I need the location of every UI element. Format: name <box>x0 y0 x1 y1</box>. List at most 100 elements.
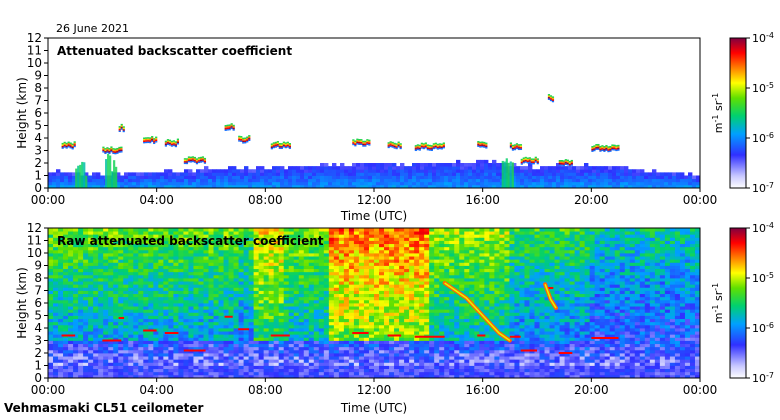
heatmap-cell <box>108 346 114 351</box>
heatmap-cell <box>248 231 255 235</box>
heatmap-cell <box>608 178 613 183</box>
heatmap-cell <box>374 249 380 254</box>
heatmap-cell <box>143 243 149 248</box>
heatmap-cell <box>203 228 209 232</box>
heatmap-cell <box>253 262 260 266</box>
heatmap-cell <box>232 169 237 173</box>
heatmap-cell <box>118 299 124 304</box>
cloud-cell <box>153 138 156 140</box>
heatmap-cell <box>188 371 194 376</box>
heatmap-cell <box>424 172 429 176</box>
heatmap-cell <box>253 271 260 276</box>
heatmap-cell <box>338 324 345 329</box>
heatmap-cell <box>218 253 224 257</box>
heatmap-cell <box>540 166 545 170</box>
heatmap-cell <box>313 249 320 254</box>
heatmap-cell <box>203 349 209 354</box>
heatmap-cell <box>568 184 573 189</box>
heatmap-cell <box>278 228 285 232</box>
heatmap-cell <box>83 271 89 276</box>
heatmap-cell <box>148 359 154 363</box>
heatmap-cell <box>63 359 69 363</box>
heatmap-cell <box>88 365 94 370</box>
heatmap-cell <box>338 259 345 263</box>
heatmap-cell <box>308 324 315 329</box>
cloud-cell <box>362 140 365 143</box>
heatmap-cell <box>108 359 114 363</box>
heatmap-cell <box>88 303 94 307</box>
heatmap-cell <box>233 296 239 301</box>
cloud-cell <box>274 143 277 145</box>
heatmap-cell <box>193 271 199 276</box>
heatmap-cell <box>356 184 361 189</box>
cloud-cell <box>145 141 148 144</box>
heatmap-cell <box>223 243 229 248</box>
heatmap-cell <box>58 371 64 376</box>
cloud-cell <box>108 149 111 152</box>
heatmap-cell <box>58 249 64 254</box>
heatmap-cell <box>123 346 129 351</box>
heatmap-cell <box>118 246 124 251</box>
heatmap-cell <box>696 178 701 183</box>
heatmap-cell <box>58 274 64 279</box>
heatmap-cell <box>328 178 333 183</box>
heatmap-cell <box>208 324 214 329</box>
heatmap-cell <box>668 175 673 180</box>
heatmap-cell <box>178 312 184 316</box>
heatmap-cell <box>253 299 260 304</box>
heatmap-cell <box>133 374 139 379</box>
x-tick-label: 00:00 <box>683 193 718 207</box>
heatmap-cell <box>58 309 64 313</box>
heatmap-cell <box>278 371 285 376</box>
heatmap-cell <box>348 324 355 329</box>
cloud-cell <box>424 146 427 149</box>
heatmap-cell <box>153 274 159 279</box>
heatmap-cell <box>53 312 59 316</box>
heatmap-cell <box>178 231 184 235</box>
heatmap-cell <box>278 318 285 323</box>
heatmap-cell <box>178 356 184 360</box>
heatmap-cell <box>323 246 330 251</box>
heatmap-cell <box>163 278 169 282</box>
heatmap-cell <box>53 293 59 298</box>
heatmap-cell <box>379 306 385 310</box>
heatmap-cell <box>293 290 300 295</box>
heatmap-cell <box>68 359 74 363</box>
heatmap-cell <box>203 321 209 326</box>
heatmap-cell <box>173 259 179 263</box>
heatmap-cell <box>203 287 209 291</box>
heatmap-cell <box>273 365 280 370</box>
heatmap-cell <box>303 346 310 351</box>
heatmap-cell <box>113 374 119 379</box>
heatmap-cell <box>298 328 305 332</box>
cloud-cell <box>352 142 355 144</box>
heatmap-cell <box>243 359 250 363</box>
cloud-cell <box>272 142 275 144</box>
heatmap-cell <box>374 368 380 373</box>
heatmap-cell <box>138 259 144 263</box>
heatmap-cell <box>213 293 219 298</box>
heatmap-cell <box>173 359 179 363</box>
heatmap-cell <box>78 284 84 288</box>
heatmap-cell <box>374 365 380 370</box>
cloud-cell <box>120 123 123 126</box>
heatmap-cell <box>358 309 365 313</box>
heatmap-cell <box>420 172 425 176</box>
heatmap-cell <box>636 184 641 189</box>
heatmap-cell <box>276 169 281 173</box>
heatmap-cell <box>268 346 275 351</box>
heatmap-cell <box>178 371 184 376</box>
heatmap-cell <box>118 287 124 291</box>
cloud-cell <box>187 160 191 163</box>
heatmap-cell <box>328 362 335 366</box>
heatmap-cell <box>532 175 537 180</box>
heatmap-cell <box>108 312 114 316</box>
heatmap-cell <box>444 184 449 189</box>
heatmap-cell <box>318 309 325 313</box>
cloud-cell <box>246 141 249 143</box>
heatmap-cell <box>288 284 295 288</box>
heatmap-cell <box>128 249 134 254</box>
heatmap-cell <box>188 274 194 279</box>
heatmap-cell <box>368 231 375 235</box>
heatmap-cell <box>273 356 280 360</box>
